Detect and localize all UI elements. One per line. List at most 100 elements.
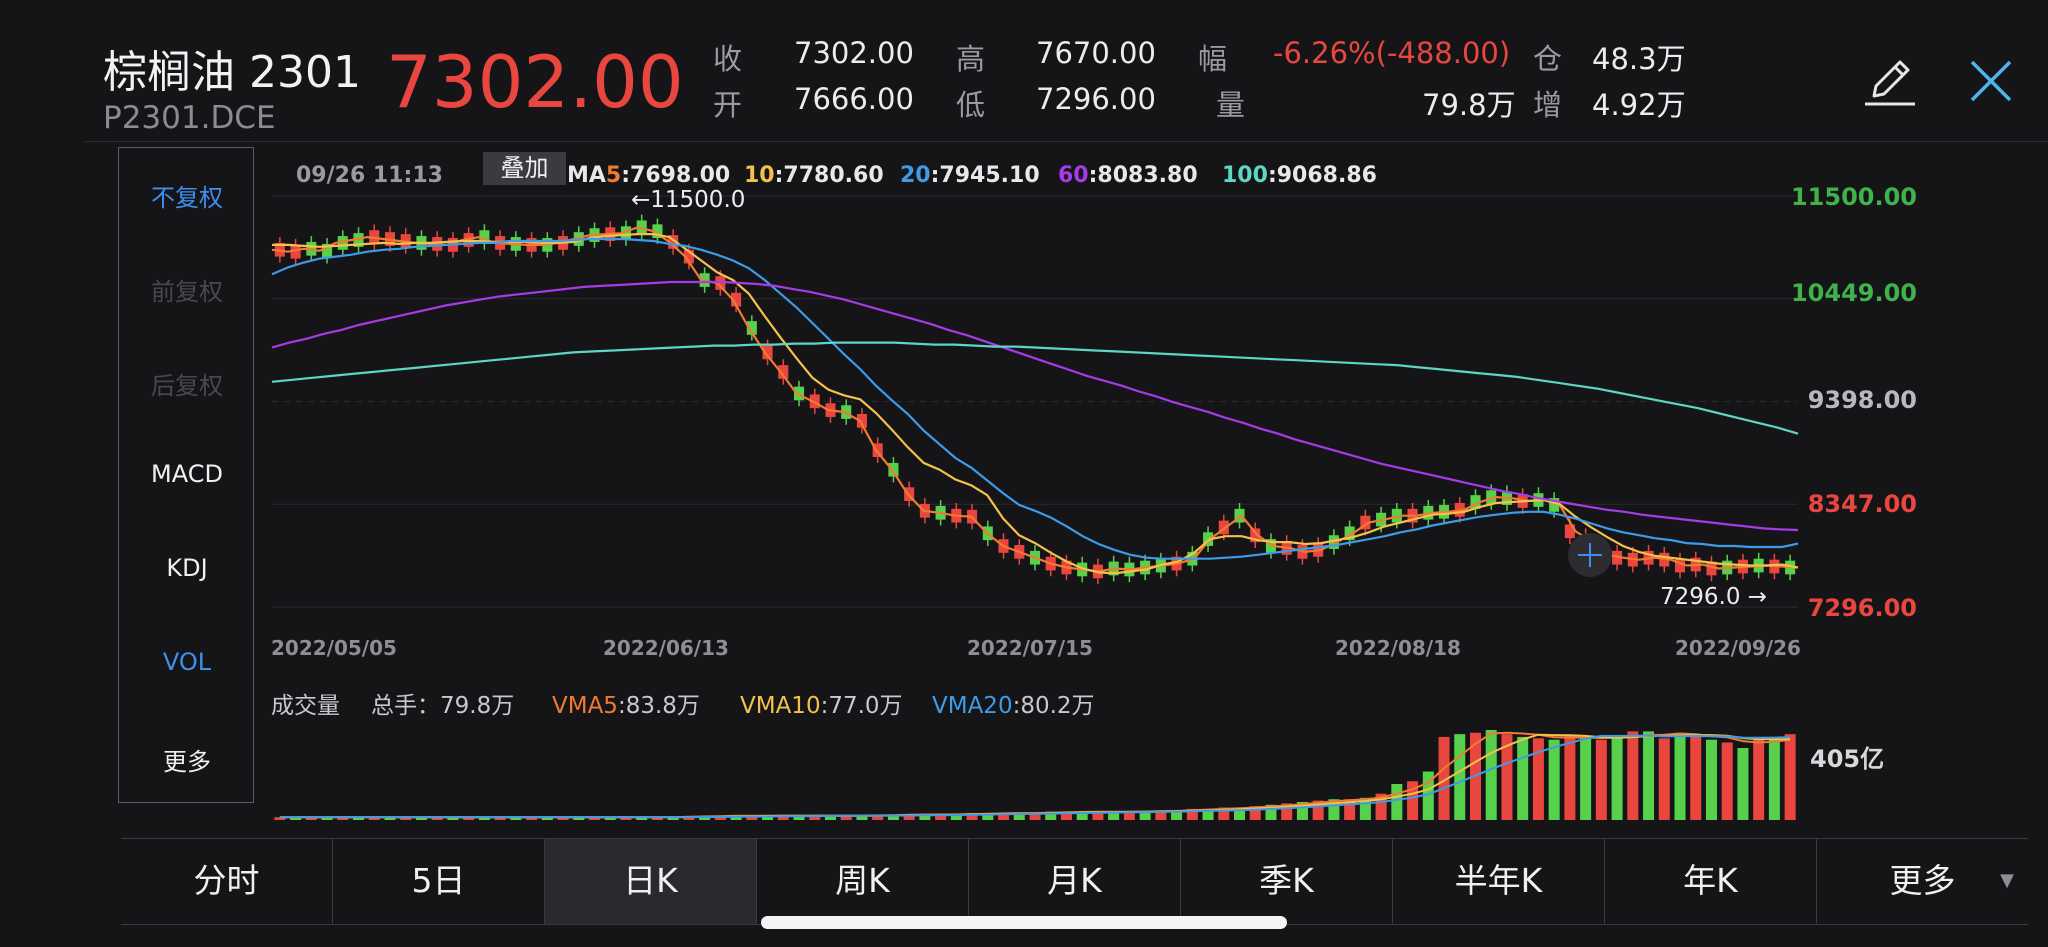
- low-annotation: 7296.0 →: [1660, 584, 1768, 610]
- volume-bar: [290, 817, 302, 820]
- y-tick-label: 10449.00: [1790, 279, 1917, 307]
- volume-max-label: 405亿: [1810, 745, 1885, 773]
- vma5-name: VMA5: [552, 693, 618, 719]
- candle-body: [746, 321, 757, 335]
- volume-bar: [1454, 734, 1466, 820]
- overlay-button[interactable]: 叠加: [483, 152, 566, 185]
- volume-bar: [431, 817, 443, 820]
- tab-yearly-k[interactable]: 年K: [1604, 839, 1816, 924]
- volume-bar: [1674, 732, 1686, 820]
- candle-body: [620, 226, 632, 240]
- volume-bar: [1422, 771, 1434, 820]
- ma5-prefix: MA: [567, 163, 606, 188]
- volume-bar: [1029, 813, 1041, 820]
- tab-5day[interactable]: 5日: [332, 839, 544, 924]
- candle-body: [652, 224, 663, 239]
- tab-monthly-k[interactable]: 月K: [968, 839, 1180, 924]
- volume-bar: [793, 815, 805, 820]
- ma-line-ma60: [271, 280, 1799, 532]
- volume-bar: [321, 817, 333, 820]
- volume-bar: [982, 813, 994, 820]
- tab-halfyear-k[interactable]: 半年K: [1392, 839, 1604, 924]
- x-tick-label: 2022/09/26: [1675, 636, 1801, 660]
- candle-body: [353, 233, 364, 247]
- sidebar-item-no-adjust[interactable]: 不复权: [151, 184, 223, 212]
- close-icon[interactable]: [1968, 58, 2014, 104]
- candle-body: [479, 230, 490, 244]
- candle-body: [1218, 520, 1229, 535]
- tab-quarterly-k[interactable]: 季K: [1180, 839, 1392, 924]
- volume-bar: [1737, 748, 1749, 820]
- ma5-period: 5: [605, 163, 622, 188]
- volume-bar: [730, 815, 742, 820]
- volume-bar: [1391, 784, 1403, 820]
- tab-more-label: 更多: [1889, 861, 1956, 900]
- candle-body: [1234, 508, 1245, 523]
- tab-intraday[interactable]: 分时: [193, 861, 260, 900]
- close-value: 7302.00: [794, 36, 914, 70]
- sidebar-item-kdj[interactable]: KDJ: [166, 554, 208, 582]
- volume-bar: [1249, 806, 1261, 820]
- sidebar-item-backward-adjust[interactable]: 后复权: [151, 372, 223, 400]
- change-label: 幅: [1198, 42, 1228, 76]
- candle-body: [888, 462, 899, 477]
- sidebar-item-vol[interactable]: VOL: [162, 648, 212, 676]
- candle-body: [290, 244, 301, 259]
- candle-body: [1470, 495, 1481, 509]
- volume-bar: [746, 815, 758, 820]
- volume-bar: [1580, 736, 1592, 820]
- volume-bar: [1328, 799, 1340, 820]
- candle-body: [1549, 498, 1560, 512]
- vma20-value: :80.2万: [1012, 693, 1095, 719]
- volume-bar: [950, 814, 962, 820]
- volume-bar: [651, 817, 663, 820]
- candle-body: [1612, 550, 1623, 565]
- volume-value: 79.8万: [1422, 88, 1516, 122]
- volume-bar: [415, 817, 427, 820]
- sidebar-item-macd[interactable]: MACD: [151, 460, 223, 488]
- volume-bar: [1108, 811, 1120, 820]
- sidebar-item-more[interactable]: 更多: [163, 748, 211, 776]
- increase-value: 4.92万: [1592, 88, 1686, 122]
- high-annotation: ←11500.0: [631, 187, 746, 213]
- sidebar-item-forward-adjust[interactable]: 前复权: [151, 278, 223, 306]
- ma100-value: :9068.86: [1267, 163, 1377, 188]
- volume-bar: [1658, 738, 1670, 820]
- tab-weekly-k[interactable]: 周K: [756, 839, 968, 924]
- volume-bar: [478, 817, 490, 820]
- volume-bar: [494, 817, 506, 820]
- ma-legend: MA5:7698.00: [567, 163, 730, 188]
- candle-body: [778, 365, 789, 379]
- ma-line-ma5: [271, 226, 1799, 573]
- ma-line-ma20: [271, 237, 1799, 560]
- volume-bar: [1265, 804, 1277, 820]
- low-label: 低: [956, 88, 986, 122]
- volume-bar: [526, 817, 538, 820]
- header-divider: [84, 141, 2048, 142]
- volume-bar: [510, 817, 522, 820]
- volume-bar: [557, 817, 569, 820]
- volume-bar: [1643, 731, 1655, 820]
- volume-bar: [1548, 739, 1560, 820]
- indicator-sidebar: 不复权 前复权 后复权 MACD KDJ VOL 更多: [118, 147, 254, 803]
- volume-bar: [1171, 810, 1183, 820]
- volume-bar: [604, 817, 616, 820]
- period-tabbar: 分时 5日 日K 周K 月K 季K 半年K 年K 更多 ▼: [121, 838, 2028, 925]
- tab-daily-k[interactable]: 日K: [544, 839, 756, 924]
- volume-bar: [777, 815, 789, 820]
- tab-more[interactable]: 更多 ▼: [1816, 839, 2028, 924]
- vma10-value: :77.0万: [820, 693, 903, 719]
- position-label: 仓: [1533, 42, 1563, 76]
- change-value: -6.26%(-488.00): [1273, 36, 1511, 70]
- close-label: 收: [713, 42, 743, 76]
- volume-bar: [809, 815, 821, 820]
- pencil-icon[interactable]: [1860, 52, 1920, 112]
- crosshair-date: 09/26 11:13: [296, 163, 443, 188]
- candle-body: [322, 243, 333, 258]
- x-tick-label: 2022/06/13: [603, 636, 729, 660]
- volume-bar: [903, 814, 915, 820]
- contract-title: 棕榈油 2301: [103, 47, 361, 98]
- volume-bar: [1375, 793, 1387, 820]
- candle-body: [762, 345, 773, 360]
